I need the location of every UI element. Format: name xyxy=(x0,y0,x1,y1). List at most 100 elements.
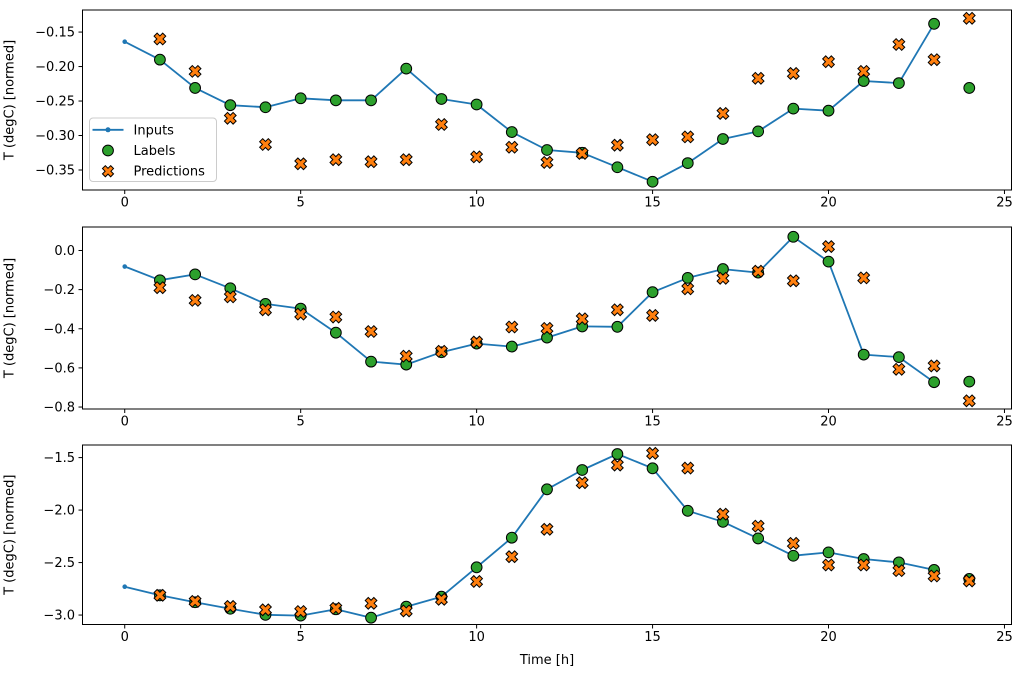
labels-marker xyxy=(928,376,940,389)
labels-marker xyxy=(822,546,835,559)
y-tick-label: −1.5 xyxy=(43,451,75,466)
x-tick-label: 0 xyxy=(121,196,129,211)
y-tick-label: 0.0 xyxy=(54,244,75,259)
inputs-marker xyxy=(122,39,128,45)
labels-marker xyxy=(646,462,659,475)
predictions-marker xyxy=(575,146,589,160)
predictions-marker xyxy=(470,574,484,589)
x-tick-label: 10 xyxy=(468,196,485,211)
x-tick-label: 25 xyxy=(996,415,1013,430)
predictions-marker xyxy=(434,592,448,606)
labels-marker xyxy=(928,17,940,30)
predictions-marker xyxy=(294,307,308,321)
predictions-marker xyxy=(927,53,941,67)
y-axis-label: T (degC) [normed] xyxy=(3,258,18,379)
y-tick-label: −0.20 xyxy=(35,60,75,75)
predictions-marker xyxy=(646,308,660,322)
predictions-marker xyxy=(364,155,378,169)
y-axis-label: T (degC) [normed] xyxy=(3,40,18,161)
predictions-marker xyxy=(188,594,202,608)
predictions-marker xyxy=(786,536,800,550)
predictions-marker xyxy=(153,588,167,602)
predictions-marker xyxy=(223,290,237,304)
predictions-marker xyxy=(329,601,343,615)
predictions-marker xyxy=(892,37,906,52)
y-tick-label: −0.30 xyxy=(35,129,75,144)
labels-marker xyxy=(963,375,976,388)
labels-marker xyxy=(646,175,659,188)
predictions-marker xyxy=(505,320,519,334)
predictions-marker xyxy=(610,138,624,152)
labels-marker xyxy=(892,77,905,90)
labels-marker xyxy=(505,531,518,544)
labels-marker xyxy=(470,561,483,574)
predictions-marker xyxy=(399,153,413,167)
predictions-marker xyxy=(258,303,273,317)
labels-marker xyxy=(717,263,729,275)
labels-marker xyxy=(576,464,589,476)
x-tick-label: 0 xyxy=(121,630,129,645)
labels-marker xyxy=(541,144,553,156)
x-tick-label: 5 xyxy=(297,196,305,211)
predictions-marker xyxy=(188,64,202,78)
predictions-marker xyxy=(751,264,765,278)
predictions-marker xyxy=(188,293,202,307)
predictions-marker xyxy=(892,362,906,376)
predictions-marker xyxy=(223,111,237,125)
predictions-marker xyxy=(821,55,836,69)
labels-marker xyxy=(681,504,694,517)
legend-inputs-dot-icon xyxy=(105,127,111,133)
predictions-marker xyxy=(927,359,941,373)
axes-spines xyxy=(82,9,1012,191)
labels-marker xyxy=(505,340,518,353)
predictions-marker xyxy=(505,550,519,564)
predictions-marker xyxy=(434,344,448,358)
y-axis-label: T (degC) [normed] xyxy=(3,475,18,596)
predictions-marker xyxy=(329,310,343,324)
labels-marker xyxy=(681,157,694,170)
predictions-marker xyxy=(962,11,976,25)
labels-marker xyxy=(752,125,765,138)
predictions-marker xyxy=(716,507,730,521)
x-tick-label: 25 xyxy=(996,630,1013,645)
predictions-marker xyxy=(294,604,308,619)
predictions-marker xyxy=(751,519,765,533)
labels-marker xyxy=(400,62,413,75)
predictions-marker xyxy=(857,64,871,78)
y-tick-label: −0.35 xyxy=(35,164,75,179)
legend: Inputs Labels Predictions xyxy=(89,117,217,182)
predictions-marker xyxy=(258,137,273,152)
predictions-marker xyxy=(540,321,554,335)
subplot-3: 0 5 10 15 20 25 −1.5 −2.0 −2.5 −3.0 T (degC) [norm… xyxy=(3,444,1013,668)
labels-series xyxy=(154,17,976,188)
predictions-marker xyxy=(399,604,413,618)
legend-item-predictions: Predictions xyxy=(101,165,205,180)
predictions-marker xyxy=(434,117,448,132)
predictions-marker xyxy=(716,106,730,120)
axes-background xyxy=(82,445,1012,625)
predictions-marker xyxy=(399,349,413,363)
axes-background xyxy=(82,227,1012,409)
labels-marker xyxy=(541,483,553,496)
predictions-marker xyxy=(153,32,167,46)
y-tick-label: −2.0 xyxy=(43,504,75,519)
x-axis-label: Time [h] xyxy=(519,653,574,668)
labels-marker xyxy=(611,161,624,174)
x-tick-label: 15 xyxy=(644,415,661,430)
predictions-marker xyxy=(258,603,273,617)
x-tick-label: 20 xyxy=(820,196,837,211)
subplot-2: 0 5 10 15 20 25 0.0 −0.2 −0.4 −0.6 −0.8 T (degC) [n… xyxy=(3,226,1013,430)
predictions-marker xyxy=(294,157,308,171)
labels-marker xyxy=(681,271,694,284)
subplot-1: 0 5 10 15 20 25 −0.15 −0.20 −0.25 −0.30 −0.35 T (de… xyxy=(3,9,1013,211)
labels-marker xyxy=(787,102,800,115)
labels-marker xyxy=(329,326,342,339)
labels-marker xyxy=(224,99,237,112)
labels-marker xyxy=(470,98,483,111)
legend-labels-icon xyxy=(102,144,114,157)
y-tick-label: −0.15 xyxy=(35,26,75,41)
y-tick-label: −2.5 xyxy=(43,556,75,571)
y-tick-label: −0.8 xyxy=(43,401,75,416)
